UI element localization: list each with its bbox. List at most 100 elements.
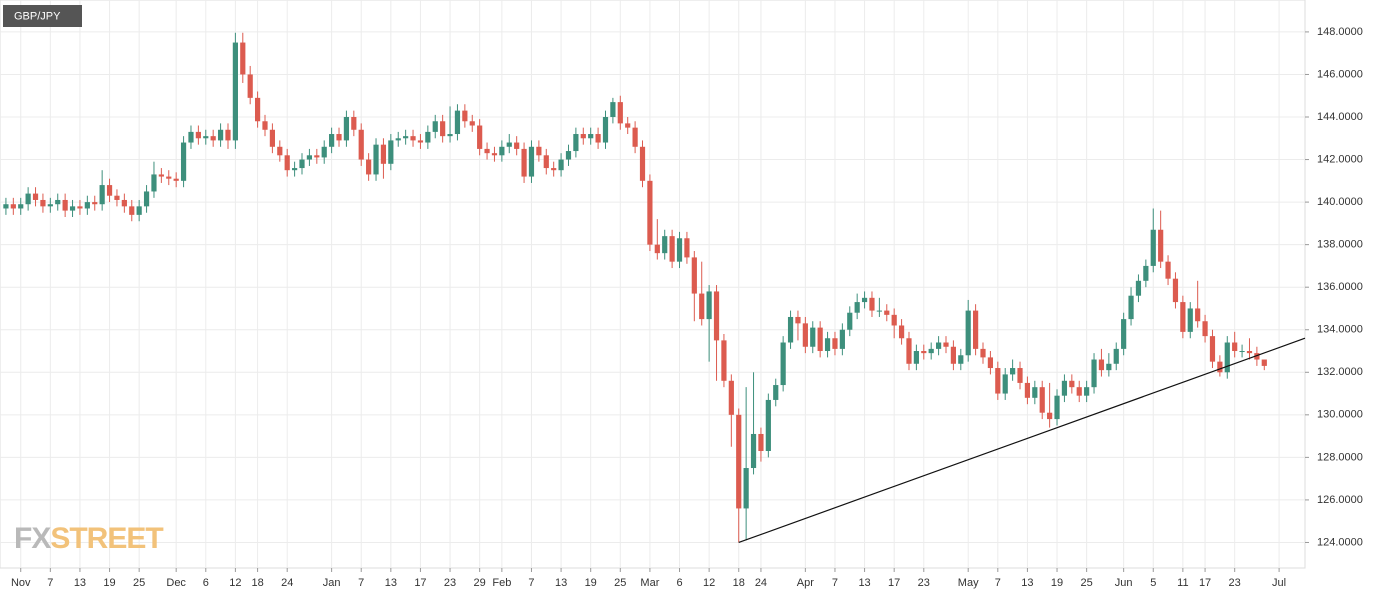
candle-body — [1195, 308, 1201, 322]
x-tick-label: 19 — [585, 577, 597, 589]
candle-body — [1084, 387, 1090, 396]
candle-body — [1106, 363, 1112, 371]
candle-body — [403, 136, 409, 139]
candle-body — [980, 348, 986, 358]
candle-body — [854, 302, 860, 313]
candle-body — [366, 159, 372, 175]
candle-body — [166, 176, 172, 179]
y-tick-label: 128.0000 — [1317, 451, 1363, 463]
candle-body — [1143, 265, 1149, 281]
candle-body — [1254, 353, 1260, 360]
candle-body — [32, 193, 39, 200]
candle-body — [240, 42, 246, 75]
candle-body — [469, 121, 475, 126]
y-tick-label: 126.0000 — [1317, 494, 1363, 506]
candle-body — [136, 206, 142, 215]
candle-body — [565, 151, 572, 160]
x-tick-label: 13 — [74, 577, 86, 589]
x-tick-label: 24 — [755, 577, 767, 589]
y-tick-label: 136.0000 — [1317, 281, 1363, 293]
candle-body — [861, 297, 868, 303]
candle-body — [1054, 395, 1060, 420]
candle-body — [721, 340, 727, 381]
y-tick-label: 130.0000 — [1317, 409, 1363, 421]
candle-body — [269, 129, 275, 147]
candle-body — [987, 357, 994, 369]
candle-body — [521, 148, 527, 177]
candle-body — [1039, 387, 1045, 413]
candle-body — [1024, 382, 1031, 398]
candle-body — [143, 191, 150, 207]
candle-body — [1209, 336, 1216, 362]
candle-body — [92, 202, 98, 205]
x-tick-label: 13 — [1021, 577, 1033, 589]
candle-body — [1032, 387, 1038, 398]
candle-body — [506, 142, 512, 147]
x-tick-label: 7 — [995, 577, 1001, 589]
candle-body — [810, 327, 816, 347]
candle-body — [336, 134, 342, 141]
candle-body — [254, 97, 261, 122]
candle-body — [713, 291, 720, 341]
candle-body — [477, 125, 483, 149]
candle-body — [358, 129, 364, 160]
candle-body — [499, 146, 505, 156]
candle-body — [884, 310, 890, 315]
candle-body — [921, 351, 927, 354]
candle-body — [158, 174, 164, 177]
x-tick-label: 25 — [1081, 577, 1093, 589]
candle-body — [699, 293, 705, 320]
candle-body — [1187, 308, 1193, 332]
candle-body — [217, 129, 224, 141]
x-tick-label: 7 — [358, 577, 364, 589]
x-tick-label: 12 — [229, 577, 241, 589]
x-tick-label: 13 — [385, 577, 397, 589]
candle-body — [632, 127, 638, 147]
candle-body — [343, 117, 350, 141]
candle-body — [543, 155, 549, 169]
candle-body — [425, 131, 431, 143]
x-tick-label: Nov — [11, 577, 31, 589]
x-tick-label: Jul — [1272, 577, 1286, 589]
x-tick-label: 24 — [281, 577, 293, 589]
logo: FXSTREET — [14, 522, 163, 555]
x-tick-label: 23 — [918, 577, 930, 589]
candle-body — [802, 323, 808, 347]
candle-body — [891, 314, 897, 326]
x-tick-label: 23 — [444, 577, 456, 589]
candle-body — [1172, 278, 1179, 303]
candle-body — [484, 148, 490, 154]
chart-title: GBP/JPY — [14, 10, 61, 22]
candle-body — [1224, 342, 1230, 373]
candle-body — [1158, 229, 1164, 262]
candle-body — [432, 121, 438, 132]
candle-body — [329, 134, 335, 147]
x-tick-label: 19 — [1051, 577, 1063, 589]
candle-body — [1069, 380, 1075, 388]
x-tick-label: 12 — [703, 577, 715, 589]
x-tick-label: Apr — [797, 577, 814, 589]
candle-body — [388, 140, 394, 164]
x-tick-label: Jun — [1115, 577, 1133, 589]
candle-body — [410, 136, 416, 141]
candle-body — [847, 312, 853, 330]
candle-body — [965, 310, 971, 356]
y-tick-label: 138.0000 — [1317, 239, 1363, 251]
candle-body — [898, 325, 905, 339]
candle-body — [943, 342, 949, 347]
candle-body — [195, 131, 201, 139]
candle-body — [684, 238, 690, 258]
candle-body — [247, 74, 253, 98]
candle-body — [55, 199, 61, 205]
candle-body — [824, 338, 831, 352]
candle-body — [1010, 368, 1016, 375]
candle-body — [25, 193, 31, 205]
candle-body — [669, 236, 675, 262]
candle-body — [321, 146, 327, 158]
candle-body — [188, 131, 194, 143]
candle-body — [417, 140, 424, 143]
candle-body — [1165, 261, 1171, 279]
candle-body — [906, 338, 912, 364]
x-tick-label: 17 — [1199, 577, 1211, 589]
